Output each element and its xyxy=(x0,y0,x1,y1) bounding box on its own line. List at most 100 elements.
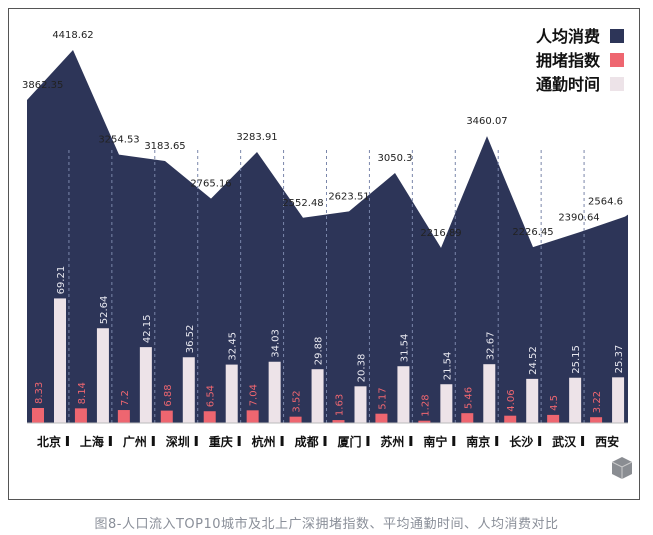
spending-label: 2216.89 xyxy=(420,228,461,239)
congestion-label: 7.2 xyxy=(120,390,131,406)
congestion-label: 6.54 xyxy=(206,385,217,407)
spending-label: 2564.6 xyxy=(588,197,623,208)
category-tick xyxy=(237,436,241,446)
congestion-label: 1.63 xyxy=(335,394,346,416)
commute-bar xyxy=(225,364,238,423)
commute-bar xyxy=(612,377,625,423)
commute-label: 20.38 xyxy=(357,354,368,383)
category-tick xyxy=(65,436,69,446)
commute-bar xyxy=(397,366,410,423)
legend-swatch xyxy=(610,53,624,67)
category-label: 武汉 xyxy=(552,434,577,449)
category-tick xyxy=(194,436,198,446)
congestion-label: 8.33 xyxy=(34,382,45,404)
spending-label: 3460.07 xyxy=(466,116,507,127)
category-label: 成都 xyxy=(295,434,319,449)
chart-caption: 图8-人口流入TOP10城市及北上广深拥堵指数、平均通勤时间、人均消费对比 xyxy=(94,517,559,532)
legend-label: 拥堵指数 xyxy=(536,51,601,70)
commute-bar xyxy=(354,386,367,423)
congestion-bar xyxy=(375,413,388,423)
category-label: 上海 xyxy=(80,434,104,449)
category-label: 苏州 xyxy=(380,434,404,449)
congestion-bar xyxy=(504,415,517,423)
congestion-bar xyxy=(246,410,259,423)
commute-label: 32.45 xyxy=(228,332,239,361)
chart-frame xyxy=(8,8,640,500)
congestion-label: 8.14 xyxy=(77,382,88,404)
congestion-bar xyxy=(418,420,431,423)
legend-swatch xyxy=(610,77,624,91)
spending-label: 2765.16 xyxy=(190,179,231,190)
commute-label: 36.52 xyxy=(185,325,196,354)
legend-label: 通勤时间 xyxy=(536,75,600,94)
category-tick xyxy=(323,436,327,446)
commute-label: 21.54 xyxy=(442,352,453,381)
category-tick xyxy=(495,436,499,446)
category-label: 深圳 xyxy=(166,434,190,449)
category-label: 北京 xyxy=(37,434,61,449)
commute-label: 52.64 xyxy=(99,296,110,325)
congestion-label: 1.28 xyxy=(420,394,431,416)
congestion-label: 3.52 xyxy=(292,390,303,412)
category-label: 长沙 xyxy=(509,434,533,449)
category-tick xyxy=(452,436,456,446)
spending-label: 2623.51 xyxy=(328,191,369,202)
legend-label: 人均消费 xyxy=(536,27,600,46)
commute-bar xyxy=(139,347,152,423)
category-label: 重庆 xyxy=(209,434,233,449)
commute-label: 69.21 xyxy=(56,266,67,295)
commute-label: 34.03 xyxy=(271,329,282,358)
commute-label: 32.67 xyxy=(485,332,496,361)
spending-label: 3183.65 xyxy=(144,141,185,152)
commute-bar xyxy=(96,328,109,423)
congestion-bar xyxy=(74,408,87,423)
commute-label: 42.15 xyxy=(142,314,153,343)
congestion-bar xyxy=(332,420,345,423)
congestion-bar xyxy=(289,416,302,423)
category-tick xyxy=(366,436,370,446)
commute-label: 25.37 xyxy=(614,345,625,374)
congestion-bar xyxy=(117,410,130,423)
commute-label: 31.54 xyxy=(399,334,410,363)
spending-label: 3254.53 xyxy=(98,135,139,146)
category-label: 南宁 xyxy=(423,434,447,449)
commute-label: 25.15 xyxy=(571,345,582,374)
spending-label: 2390.64 xyxy=(558,212,599,223)
spending-label: 3050.3 xyxy=(378,153,413,164)
category-label: 杭州 xyxy=(252,434,276,449)
congestion-label: 5.17 xyxy=(377,387,388,409)
area-per-capita-spending xyxy=(27,50,628,423)
chart: 8.33 69.21 3862.35 北京 8.14 52.64 4418.62 上海 7.2 4… xyxy=(22,27,633,479)
logo-icon-lines xyxy=(611,461,633,479)
commute-label: 24.52 xyxy=(528,346,539,375)
congestion-bar xyxy=(203,411,216,423)
category-label: 厦门 xyxy=(337,434,361,449)
commute-bar xyxy=(268,361,281,423)
congestion-label: 4.5 xyxy=(549,395,560,411)
category-tick xyxy=(280,436,284,446)
category-tick xyxy=(108,436,112,446)
congestion-bar xyxy=(32,408,44,423)
congestion-bar xyxy=(547,414,560,423)
category-label: 西安 xyxy=(595,434,619,449)
spending-label: 2226.45 xyxy=(512,227,553,238)
congestion-label: 3.22 xyxy=(592,391,603,413)
category-tick xyxy=(409,436,413,446)
congestion-label: 5.46 xyxy=(463,387,474,409)
category-tick xyxy=(581,436,585,446)
congestion-label: 6.88 xyxy=(163,384,174,406)
commute-bar xyxy=(54,298,66,423)
category-label: 广州 xyxy=(123,434,147,449)
legend-swatch xyxy=(610,29,624,43)
commute-bar xyxy=(440,384,453,423)
commute-bar xyxy=(311,369,324,423)
spending-label: 2552.48 xyxy=(282,198,323,209)
spending-label: 3283.91 xyxy=(236,132,277,143)
commute-label: 29.88 xyxy=(314,337,325,366)
congestion-bar xyxy=(590,417,603,423)
commute-bar xyxy=(569,377,582,423)
congestion-bar xyxy=(461,413,474,423)
category-label: 南京 xyxy=(466,434,490,449)
congestion-label: 4.06 xyxy=(506,389,517,411)
congestion-label: 7.04 xyxy=(249,384,260,406)
